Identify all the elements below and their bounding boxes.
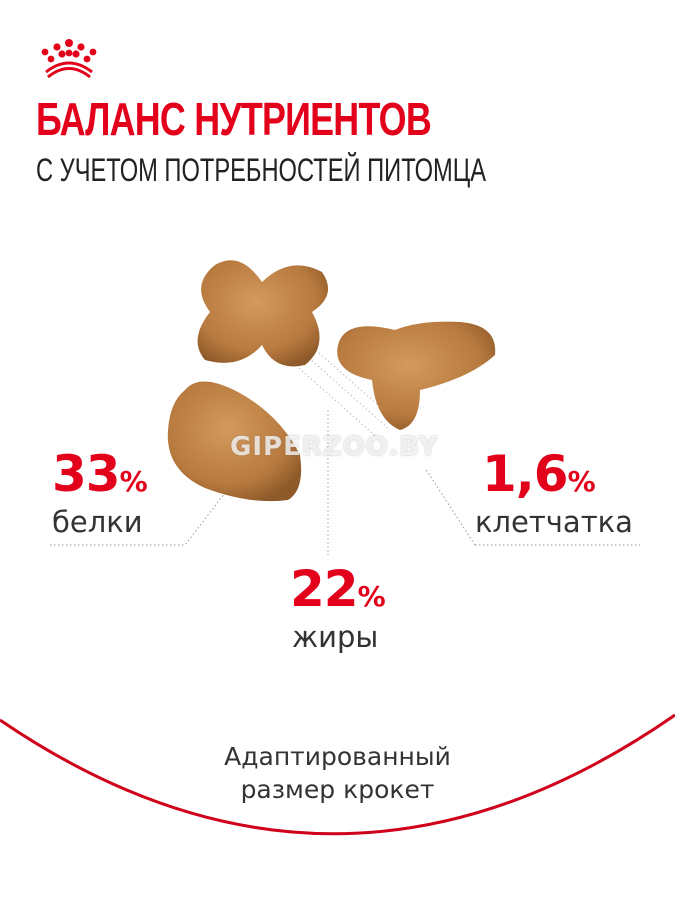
- watermark: GIPERZOO.BY: [230, 432, 439, 462]
- caption-line-2: размер крокет: [240, 775, 435, 804]
- leader-lines: [50, 344, 640, 555]
- fat-label: жиры: [292, 620, 379, 654]
- kibble-heart: [167, 381, 302, 502]
- fiber-percent: 1,6%: [482, 445, 596, 503]
- kibble-x: [197, 260, 329, 367]
- kibble-tri: [337, 321, 496, 430]
- protein-percent: 33%: [52, 445, 148, 503]
- leader-line-protein: [50, 479, 236, 546]
- page-subtitle: С УЧЕТОМ ПОТРЕБНОСТЕЙ ПИТОМЦА: [36, 152, 487, 188]
- kibble-size-caption: Адаптированный размер крокет: [0, 740, 675, 806]
- caption-line-1: Адаптированный: [224, 742, 451, 771]
- fiber-label: клетчатка: [475, 505, 633, 539]
- fat-percent: 22%: [290, 560, 386, 618]
- bottom-arc: [0, 713, 675, 836]
- protein-label: белки: [52, 505, 143, 539]
- leader-line-fiber-diag: [424, 467, 476, 546]
- page-title: БАЛАНС НУТРИЕНТОВ: [36, 93, 432, 145]
- royal-canin-crown-logo: [41, 39, 97, 79]
